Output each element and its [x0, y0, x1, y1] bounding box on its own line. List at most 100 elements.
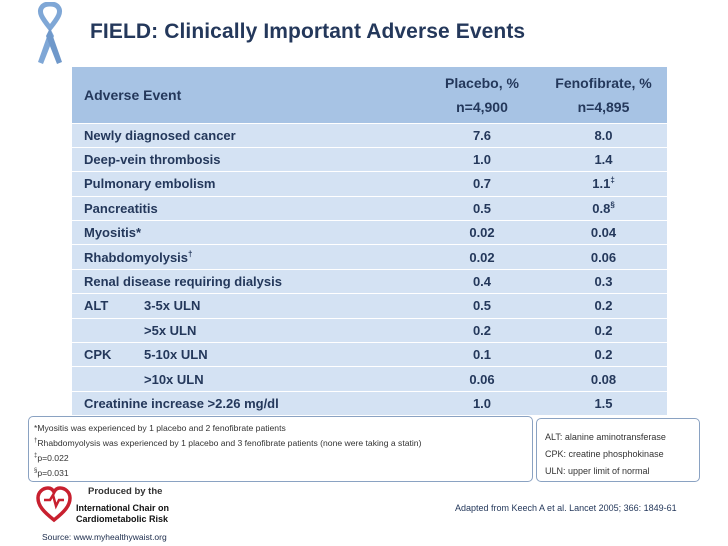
footnote-p2-text: p=0.031	[37, 468, 69, 478]
cell-fenofibrate: 0.2	[540, 342, 667, 368]
lab-threshold-label: 3-5x ULN	[144, 298, 201, 314]
footnote-rhabdomyolysis-text: Rhabdomyolysis was experienced by 1 plac…	[37, 438, 422, 448]
cell-adverse-event: Creatinine increase >2.26 mg/dl	[72, 391, 424, 417]
fenofibrate-value: 0.2	[594, 298, 613, 314]
lab-threshold-label: 5-10x ULN	[144, 347, 208, 363]
lab-test-label: CPK	[84, 347, 112, 363]
table-row: Renal disease requiring dialysis 0.4 0.3	[72, 269, 667, 295]
table-row: Rhabdomyolysis† 0.02 0.06	[72, 244, 667, 270]
icc-logo: Produced by the International Chair on C…	[36, 486, 216, 526]
cell-fenofibrate: 1.5	[540, 391, 667, 417]
footnotes-box: *Myositis was experienced by 1 placebo a…	[28, 416, 533, 482]
cell-adverse-event: Newly diagnosed cancer	[72, 123, 424, 148]
cell-adverse-event: >5x ULN	[72, 318, 424, 344]
table-row: ALT 3-5x ULN 0.5 0.2	[72, 293, 667, 319]
footnote-mark-section: §	[34, 468, 38, 475]
fenofibrate-value: 0.2	[594, 322, 613, 338]
cell-fenofibrate: 0.3	[540, 269, 667, 295]
cell-fenofibrate: 1.1‡	[540, 171, 667, 197]
event-label: Pancreatitis	[84, 200, 158, 216]
footnote-mark-ddagger: ‡	[34, 453, 38, 460]
event-label: Pulmonary embolism	[84, 176, 216, 192]
footnote-p1: ‡p=0.022	[34, 451, 527, 466]
cell-fenofibrate: 0.2	[540, 318, 667, 344]
footnote-myositis: *Myositis was experienced by 1 placebo a…	[34, 423, 286, 433]
header-fenofibrate: Fenofibrate, % n=4,895	[540, 67, 667, 124]
table-row: Creatinine increase >2.26 mg/dl 1.0 1.5	[72, 391, 667, 417]
table-row: Pancreatitis 0.5 0.8§	[72, 196, 667, 222]
cell-placebo: 0.02	[424, 244, 540, 270]
cell-adverse-event: Myositis*	[72, 220, 424, 246]
cell-fenofibrate: 0.06	[540, 244, 667, 270]
fenofibrate-footnote-mark: ‡	[610, 176, 615, 186]
cell-adverse-event: >10x ULN	[72, 366, 424, 392]
cell-placebo: 0.5	[424, 196, 540, 222]
table-body: Newly diagnosed cancer 7.6 8.0 Deep-vein th…	[72, 123, 667, 417]
cell-fenofibrate: 0.08	[540, 366, 667, 392]
event-label: Deep-vein thrombosis	[84, 152, 221, 168]
logo-line-2: International Chair on	[76, 503, 170, 513]
abbreviation-alt: ALT: alanine aminotransferase	[545, 432, 666, 442]
awareness-ribbon-icon	[37, 2, 63, 64]
fenofibrate-value: 0.06	[590, 249, 617, 265]
table-row: Myositis* 0.02 0.04	[72, 220, 667, 246]
adverse-events-table: Adverse Event Placebo, % n=4,900 Fenofib…	[72, 67, 667, 417]
lab-test-label: ALT	[84, 298, 109, 314]
event-label: Newly diagnosed cancer	[84, 127, 236, 143]
abbreviations-box: ALT: alanine aminotransferase CPK: creat…	[536, 418, 700, 482]
cell-placebo: 0.1	[424, 342, 540, 368]
cell-placebo: 0.02	[424, 220, 540, 246]
abbreviation-cpk: CPK: creatine phosphokinase	[545, 449, 664, 459]
event-footnote-mark: †	[188, 249, 193, 259]
fenofibrate-value: 1.5	[594, 395, 613, 411]
fenofibrate-value: 0.04	[590, 225, 617, 241]
cell-fenofibrate: 1.4	[540, 147, 667, 173]
footnote-rhabdomyolysis: †Rhabdomyolysis was experienced by 1 pla…	[34, 436, 527, 451]
logo-line-1: Produced by the	[88, 486, 163, 497]
abbreviation-uln: ULN: upper limit of normal	[545, 466, 650, 476]
table-row: CPK 5-10x ULN 0.1 0.2	[72, 342, 667, 368]
citation-text: Adapted from Keech A et al. Lancet 2005;…	[455, 503, 677, 513]
cell-placebo: 0.2	[424, 318, 540, 344]
cell-adverse-event: ALT 3-5x ULN	[72, 293, 424, 319]
footnote-p1-text: p=0.022	[37, 453, 69, 463]
cell-placebo: 0.7	[424, 171, 540, 197]
table-header-row: Adverse Event Placebo, % n=4,900 Fenofib…	[72, 67, 667, 124]
cell-adverse-event: Renal disease requiring dialysis	[72, 269, 424, 295]
cell-fenofibrate: 0.04	[540, 220, 667, 246]
header-adverse-event: Adverse Event	[72, 67, 424, 124]
event-label: Creatinine increase >2.26 mg/dl	[84, 395, 279, 411]
lab-threshold-label: >5x ULN	[144, 322, 197, 338]
table-row: Deep-vein thrombosis 1.0 1.4	[72, 147, 667, 173]
table-row: Pulmonary embolism 0.7 1.1‡	[72, 171, 667, 197]
event-label: Myositis*	[84, 225, 142, 241]
fenofibrate-value: 1.1	[592, 176, 611, 192]
cell-adverse-event: CPK 5-10x ULN	[72, 342, 424, 368]
header-placebo: Placebo, % n=4,900	[424, 67, 540, 124]
fenofibrate-value: 0.3	[594, 274, 613, 290]
slide-title: FIELD: Clinically Important Adverse Even…	[90, 20, 526, 43]
table-row: >5x ULN 0.2 0.2	[72, 318, 667, 344]
cell-fenofibrate: 0.2	[540, 293, 667, 319]
footnote-mark-dagger: †	[34, 438, 38, 445]
fenofibrate-value: 0.08	[590, 371, 617, 387]
header-fenofibrate-n: n=4,895	[577, 98, 630, 115]
cell-placebo: 0.4	[424, 269, 540, 295]
cell-placebo: 1.0	[424, 147, 540, 173]
header-placebo-label: Placebo, %	[445, 74, 519, 91]
cell-placebo: 7.6	[424, 123, 540, 148]
cell-adverse-event: Pulmonary embolism	[72, 171, 424, 197]
table-row: >10x ULN 0.06 0.08	[72, 366, 667, 392]
cell-placebo: 0.06	[424, 366, 540, 392]
fenofibrate-footnote-mark: §	[610, 200, 615, 210]
event-label: Rhabdomyolysis	[84, 249, 189, 265]
cell-fenofibrate: 8.0	[540, 123, 667, 148]
event-label: Renal disease requiring dialysis	[84, 274, 282, 290]
cell-placebo: 1.0	[424, 391, 540, 417]
heart-logo-icon	[36, 486, 72, 523]
cell-adverse-event: Rhabdomyolysis†	[72, 244, 424, 270]
header-placebo-n: n=4,900	[456, 98, 508, 115]
lab-threshold-label: >10x ULN	[144, 371, 204, 387]
fenofibrate-value: 8.0	[594, 127, 613, 143]
source-text: Source: www.myhealthywaist.org	[42, 532, 167, 542]
